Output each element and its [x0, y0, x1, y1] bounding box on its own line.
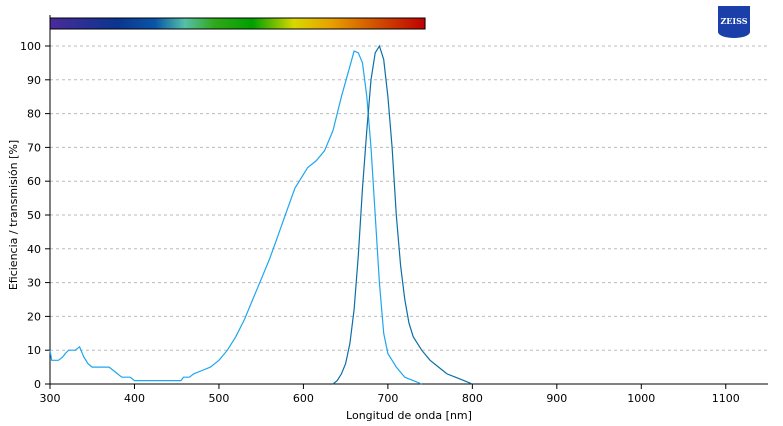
y-tick-label: 100: [20, 40, 41, 53]
y-tick-label: 70: [27, 141, 41, 154]
x-tick-label: 600: [293, 392, 314, 405]
zeiss-logo: ZEISS: [718, 6, 750, 38]
x-tick-label: 1000: [627, 392, 655, 405]
x-tick-label: 1100: [712, 392, 740, 405]
x-tick-label: 800: [462, 392, 483, 405]
y-tick-label: 50: [27, 209, 41, 222]
y-tick-label: 30: [27, 277, 41, 290]
excitation-curve: [49, 50, 422, 385]
y-tick-label: 10: [27, 344, 41, 357]
x-tick-label: 700: [377, 392, 398, 405]
y-tick-label: 90: [27, 74, 41, 87]
x-axis-label: Longitud de onda [nm]: [346, 409, 472, 422]
y-tick-label: 20: [27, 310, 41, 323]
y-axis-label: Eficiencia / transmisión [%]: [7, 140, 20, 290]
y-tick-label: 0: [34, 378, 41, 391]
x-tick-label: 400: [124, 392, 145, 405]
y-tick-label: 40: [27, 243, 41, 256]
y-tick-label: 60: [27, 175, 41, 188]
x-tick-label: 500: [208, 392, 229, 405]
y-tick-label: 80: [27, 108, 41, 121]
x-tick-label: 300: [40, 392, 61, 405]
emission-curve: [332, 44, 473, 385]
spectrum-color-bar: [49, 17, 426, 30]
x-tick-label: 900: [546, 392, 567, 405]
